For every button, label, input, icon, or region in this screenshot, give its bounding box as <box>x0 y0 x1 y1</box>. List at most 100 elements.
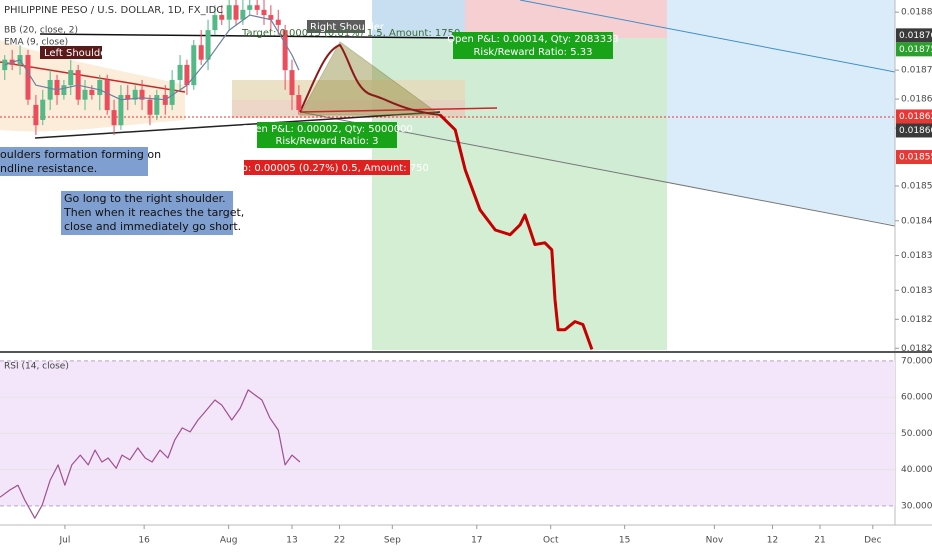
price-axis <box>895 0 932 550</box>
candle-body <box>68 70 74 86</box>
annotation: Open P&L: 0.00002, Qty: 5000000 <box>241 124 413 135</box>
candle-body <box>169 79 175 105</box>
candle-body <box>61 85 67 96</box>
annotation: Stop: 0.00005 (0.27%) 0.5, Amount: 750 <box>225 163 429 174</box>
x-tick-label: 12 <box>767 536 778 546</box>
candles <box>2 0 302 136</box>
y-tick-label: 0.01827 <box>901 315 932 325</box>
annotation: close and immediately go short. <box>64 220 241 233</box>
indicator-label: BB (20, close, 2) <box>4 26 78 36</box>
y-tick-label: 60.0000 <box>901 393 932 403</box>
candle-body <box>97 79 103 96</box>
annotation: Then when it reaches the target, <box>63 206 244 219</box>
candle-body <box>289 70 295 96</box>
neckline <box>34 111 441 139</box>
candle-body <box>219 15 225 20</box>
short-entry-zone <box>372 0 465 38</box>
x-tick-label: Aug <box>220 536 238 546</box>
bb-fill <box>0 40 185 132</box>
shoulder-path <box>299 43 441 116</box>
candle-body <box>247 5 253 10</box>
candle-body <box>240 9 246 20</box>
x-tick-label: Jul <box>59 536 71 546</box>
price-tag <box>896 28 932 43</box>
note-box <box>0 147 148 176</box>
trend-line <box>0 61 186 93</box>
x-tick-label: 21 <box>814 536 825 546</box>
candle-body <box>33 104 39 126</box>
candle-body <box>296 95 302 111</box>
y-tick-label: 40.0000 <box>901 465 932 475</box>
channel-line <box>299 111 895 227</box>
projection-line <box>438 113 594 350</box>
price-tag-label: 0.01855 <box>899 153 932 163</box>
candle-body <box>82 89 88 100</box>
candle-body <box>118 95 124 126</box>
y-tick-label: 30.0000 <box>901 501 932 511</box>
ema-line <box>4 14 300 101</box>
price-tag-label: 0.01875 <box>899 45 932 55</box>
x-tick-label: 13 <box>286 536 297 546</box>
annotation: Left Shoulder <box>44 48 111 59</box>
y-tick-label: 0.01844 <box>901 216 932 226</box>
candle-body <box>125 95 131 100</box>
target-line <box>39 33 461 39</box>
candle-body <box>184 64 190 86</box>
candle-body <box>47 79 53 100</box>
y-tick-label: 0.01822 <box>901 344 932 354</box>
candle-body <box>275 19 281 25</box>
annotation: ndline resistance. <box>0 162 97 175</box>
chart-title: PHILIPPINE PESO / U.S. DOLLAR, 1D, FX_ID… <box>4 5 223 16</box>
candle-body <box>54 79 60 96</box>
y-tick-label: 0.01865 <box>901 95 932 105</box>
candle-body <box>2 59 8 71</box>
annotation: oulders formation forming on <box>0 148 161 161</box>
y-tick-label: 0.01838 <box>901 251 932 261</box>
x-tick-label: Nov <box>706 536 724 546</box>
right-shoulder-triangle <box>299 41 442 116</box>
candle-body <box>282 30 288 71</box>
candle-body <box>147 99 153 115</box>
candle-body <box>40 99 46 120</box>
price-tag <box>896 123 932 138</box>
candle-body <box>226 5 232 20</box>
x-tick-label: 22 <box>334 536 345 546</box>
x-tick-label: 17 <box>471 536 482 546</box>
indicator-label: RSI (14, close) <box>4 362 69 372</box>
candle-body <box>191 45 197 86</box>
candle-body <box>233 5 239 20</box>
price-tag-label: 0.01862 <box>899 112 932 122</box>
candle-body <box>268 15 274 20</box>
annotation: Risk/Reward Ratio: 3 <box>275 136 378 147</box>
label-box <box>307 20 365 33</box>
x-tick-label: 16 <box>138 536 150 546</box>
candle-body <box>89 89 95 96</box>
rsi-pane: 70.0000 60.0000 50.0000 40.0000 30.0000 Jul 16… <box>0 356 932 546</box>
resistance-line <box>299 107 498 113</box>
candle-body <box>212 15 218 31</box>
candle-body <box>139 89 145 100</box>
price-tag-label: 0.01876 <box>899 31 932 41</box>
x-tick-label: Sep <box>384 536 401 546</box>
y-tick-label: 50.0000 <box>901 429 932 439</box>
candle-body <box>198 45 204 60</box>
candle-body <box>104 79 110 111</box>
short-stop-zone <box>465 0 667 38</box>
y-tick-label: 0.01832 <box>901 286 932 296</box>
candle-body <box>154 95 160 115</box>
annotation: Right Shoulder <box>310 22 385 33</box>
price-tag <box>896 150 932 165</box>
candle-body <box>177 64 183 80</box>
x-tick-label: Dec <box>864 536 881 546</box>
y-tick-label: 70.0000 <box>901 356 932 366</box>
main-pane <box>0 0 895 350</box>
candle-body <box>25 55 31 100</box>
annotation: Go long to the right shoulder. <box>64 192 226 205</box>
candle-body <box>205 30 211 60</box>
annotation: Risk/Reward Ratio: 5.33 <box>473 47 592 58</box>
